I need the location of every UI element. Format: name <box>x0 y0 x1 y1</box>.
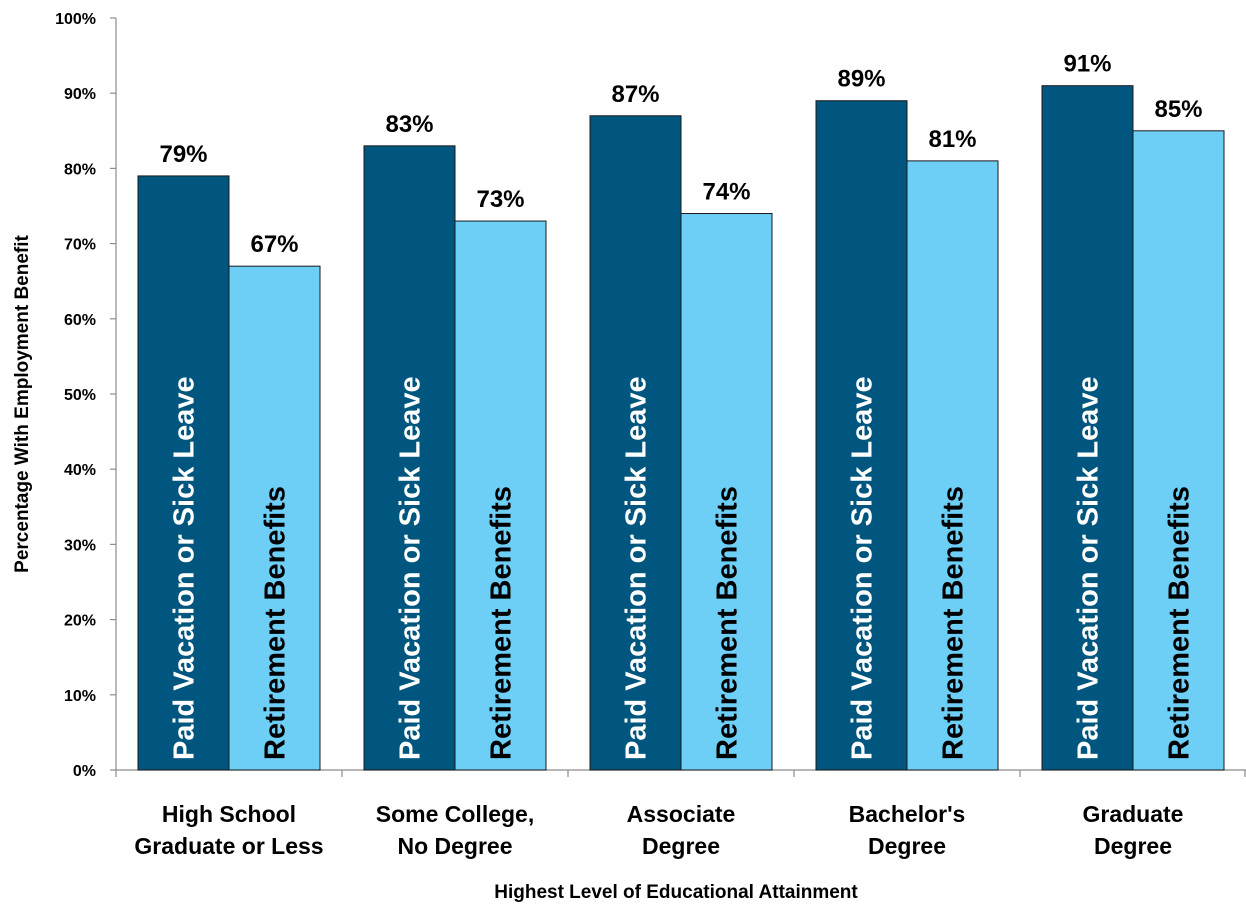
y-tick-label: 0% <box>73 763 96 780</box>
y-axis: 0% 10% 20% 30% 40% 50% 60% 70% 80% 90% 100% <box>55 11 117 780</box>
x-category-label: Bachelor's Degree <box>849 801 966 859</box>
series-label: Retirement Benefits <box>712 486 744 760</box>
y-tick-label: 10% <box>64 688 96 705</box>
series-label: Paid Vacation or Sick Leave <box>621 376 653 760</box>
y-tick-label: 70% <box>64 237 96 254</box>
series-label: Retirement Benefits <box>486 486 518 760</box>
data-label: 83% <box>385 111 433 138</box>
series-label: Retirement Benefits <box>260 486 292 760</box>
data-label: 79% <box>159 141 207 168</box>
bar-paid-vacation <box>815 100 908 771</box>
x-axis: High School Graduate or Less Some College,… <box>115 769 1246 859</box>
bars: 79% Paid Vacation or Sick Leave 83% Paid Va… <box>137 51 1225 771</box>
data-label: 73% <box>476 186 524 213</box>
x-axis-title: Highest Level of Educational Attainment <box>494 882 858 903</box>
data-label: 81% <box>928 126 976 153</box>
data-label: 74% <box>702 179 750 206</box>
data-label: 67% <box>250 231 298 258</box>
x-category-label-line: No Degree <box>397 833 512 859</box>
x-category-label-line: Degree <box>642 833 720 859</box>
x-category-label-line: Associate <box>627 801 736 827</box>
series-label: Retirement Benefits <box>938 486 970 760</box>
x-category-label-line: Graduate <box>1083 801 1184 827</box>
series-label: Retirement Benefits <box>1164 486 1196 760</box>
y-tick-label: 100% <box>55 11 96 28</box>
y-tick-label: 30% <box>64 537 96 554</box>
x-category-label-line: Degree <box>1094 833 1172 859</box>
bar-paid-vacation <box>363 145 456 771</box>
series-label: Paid Vacation or Sick Leave <box>847 376 879 760</box>
y-tick-label: 50% <box>64 387 96 404</box>
y-tick-label: 60% <box>64 312 96 329</box>
bar-retirement <box>906 160 999 771</box>
x-category-label-line: Degree <box>868 833 946 859</box>
series-label: Paid Vacation or Sick Leave <box>169 376 201 760</box>
data-label: 91% <box>1063 51 1111 78</box>
y-tick-label: 40% <box>64 462 96 479</box>
bar-paid-vacation <box>589 115 682 771</box>
data-label: 89% <box>837 66 885 93</box>
bar-retirement <box>680 213 773 771</box>
x-category-label: Some College, No Degree <box>376 801 534 859</box>
x-category-label-line: High School <box>162 801 296 827</box>
x-category-label: Associate Degree <box>627 801 736 859</box>
y-tick-label: 90% <box>64 86 96 103</box>
data-label: 87% <box>611 81 659 108</box>
y-axis-title: Percentage With Employment Benefit <box>12 234 33 572</box>
bar-retirement <box>228 265 321 771</box>
x-category-label-line: Graduate or Less <box>134 833 323 859</box>
bar-retirement <box>1132 130 1225 771</box>
series-label: Paid Vacation or Sick Leave <box>1073 376 1105 760</box>
bar-paid-vacation <box>1041 85 1134 771</box>
x-category-label-line: Bachelor's <box>849 801 966 827</box>
bar-paid-vacation <box>137 175 230 771</box>
y-tick-label: 80% <box>64 161 96 178</box>
x-category-label: Graduate Degree <box>1083 801 1184 859</box>
x-category-label-line: Some College, <box>376 801 534 827</box>
bar-retirement <box>454 220 547 771</box>
y-tick-label: 20% <box>64 613 96 630</box>
data-label: 85% <box>1154 96 1202 123</box>
x-category-label: High School Graduate or Less <box>134 801 323 859</box>
series-label: Paid Vacation or Sick Leave <box>395 376 427 760</box>
